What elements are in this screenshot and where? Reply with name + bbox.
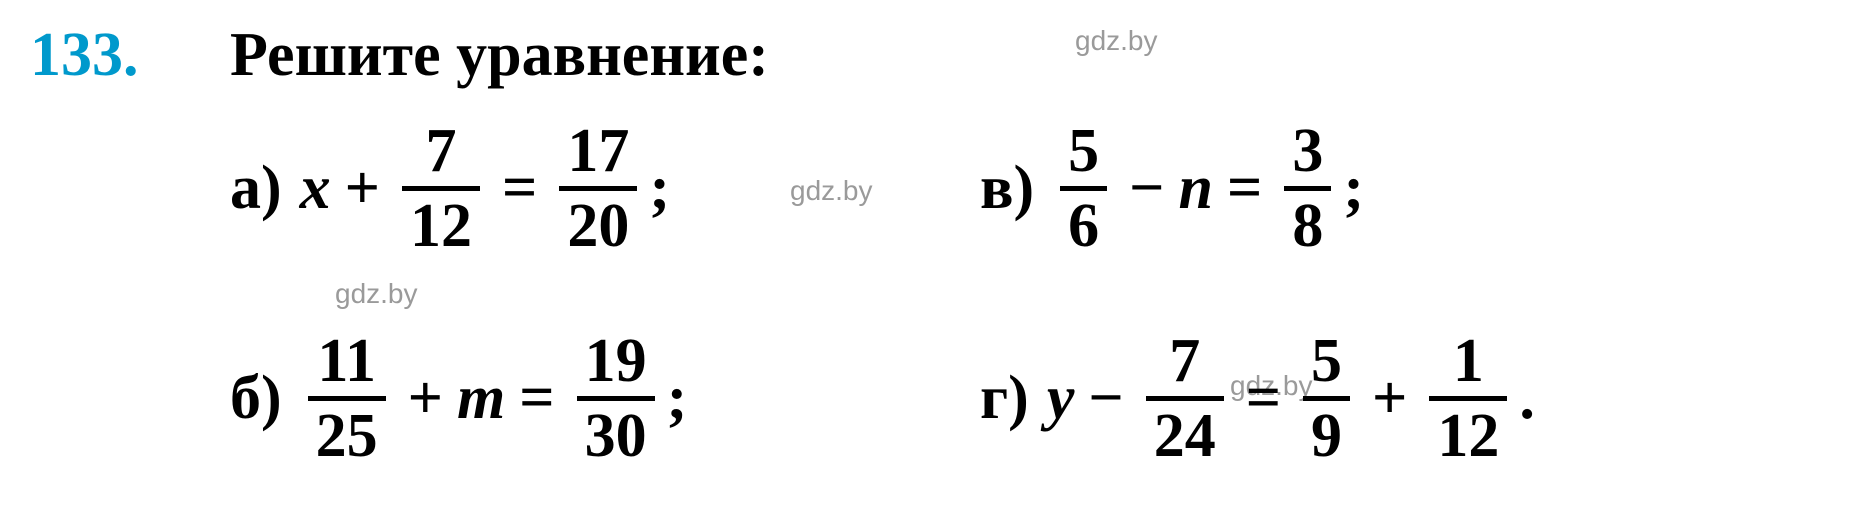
fraction-bar	[1284, 186, 1331, 191]
numerator: 11	[309, 330, 384, 392]
fraction-bar	[1146, 396, 1224, 401]
numerator: 7	[418, 120, 465, 182]
watermark: gdz.by	[335, 278, 418, 310]
label-c: в)	[980, 153, 1034, 224]
semicolon: ;	[667, 363, 688, 434]
var-y: y	[1047, 363, 1075, 434]
equation-a: а) x + 7 12 = 17 20 ;	[230, 120, 670, 257]
denominator: 30	[577, 405, 655, 467]
label-d: г)	[980, 363, 1029, 434]
denominator: 8	[1284, 195, 1331, 257]
equals-op: =	[1227, 153, 1262, 224]
plus-op: +	[408, 363, 443, 434]
fraction-bar	[402, 186, 480, 191]
problem-number: 133.	[30, 20, 139, 91]
equation-c: в) 5 6 − n = 3 8 ;	[980, 120, 1364, 257]
fraction-bar	[308, 396, 386, 401]
page-container: 133. Решите уравнение: gdz.by gdz.by gdz…	[0, 0, 1855, 517]
numerator: 19	[577, 330, 655, 392]
equals-op: =	[502, 153, 537, 224]
fraction-bar	[1060, 186, 1107, 191]
minus-op: −	[1129, 153, 1164, 224]
numerator: 17	[559, 120, 637, 182]
numerator: 5	[1303, 330, 1350, 392]
period: .	[1519, 363, 1535, 434]
fraction-bar	[559, 186, 637, 191]
numerator: 7	[1161, 330, 1208, 392]
fraction-5-9: 5 9	[1303, 330, 1350, 467]
semicolon: ;	[649, 153, 670, 224]
denominator: 9	[1303, 405, 1350, 467]
denominator: 12	[402, 195, 480, 257]
var-x: x	[300, 153, 331, 224]
problem-title: Решите уравнение:	[230, 20, 769, 91]
fraction-1-12: 1 12	[1429, 330, 1507, 467]
fraction-7-12: 7 12	[402, 120, 480, 257]
fraction-bar	[1429, 396, 1507, 401]
equals-op: =	[1246, 363, 1281, 434]
numerator: 3	[1284, 120, 1331, 182]
label-b: б)	[230, 363, 282, 434]
var-m: m	[457, 363, 505, 434]
plus-op: +	[345, 153, 380, 224]
fraction-bar	[577, 396, 655, 401]
denominator: 20	[559, 195, 637, 257]
fraction-7-24: 7 24	[1146, 330, 1224, 467]
var-n: n	[1178, 153, 1212, 224]
equals-op: =	[519, 363, 554, 434]
fraction-5-6: 5 6	[1060, 120, 1107, 257]
label-a: а)	[230, 153, 282, 224]
fraction-11-25: 11 25	[308, 330, 386, 467]
denominator: 6	[1060, 195, 1107, 257]
fraction-3-8: 3 8	[1284, 120, 1331, 257]
fraction-19-30: 19 30	[577, 330, 655, 467]
denominator: 12	[1429, 405, 1507, 467]
minus-op: −	[1088, 363, 1123, 434]
watermark: gdz.by	[790, 175, 873, 207]
equation-b: б) 11 25 + m = 19 30 ;	[230, 330, 687, 467]
numerator: 5	[1060, 120, 1107, 182]
fraction-bar	[1303, 396, 1350, 401]
plus-op: +	[1372, 363, 1407, 434]
fraction-17-20: 17 20	[559, 120, 637, 257]
semicolon: ;	[1343, 153, 1364, 224]
numerator: 1	[1445, 330, 1492, 392]
denominator: 24	[1146, 405, 1224, 467]
watermark: gdz.by	[1075, 25, 1158, 57]
equation-d: г) y − 7 24 = 5 9 + 1 12 .	[980, 330, 1535, 467]
denominator: 25	[308, 405, 386, 467]
